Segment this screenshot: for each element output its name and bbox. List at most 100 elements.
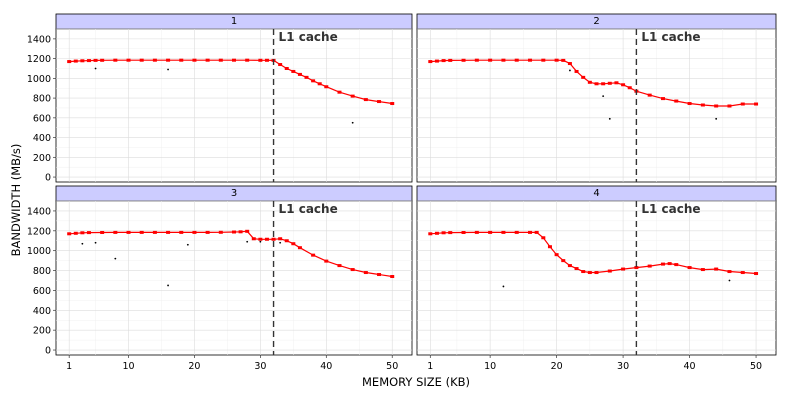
data-point (377, 273, 382, 277)
data-point (390, 102, 395, 106)
x-tick-label: 40 (320, 361, 332, 372)
data-point (126, 230, 131, 234)
data-point (607, 81, 612, 85)
x-axis-title: MEMORY SIZE (KB) (362, 375, 470, 389)
outlier-point (186, 243, 189, 246)
data-point (700, 268, 705, 272)
data-point (363, 271, 368, 275)
data-point (687, 266, 692, 270)
series-line-3 (69, 230, 393, 278)
outlier-point (81, 242, 84, 245)
data-point (501, 58, 506, 62)
data-point (166, 230, 171, 234)
data-point (554, 58, 559, 62)
y-axis-title: BANDWIDTH (MB/s) (9, 144, 23, 257)
outlier-point (608, 117, 611, 120)
data-point (714, 104, 719, 108)
data-point (561, 259, 566, 263)
data-point (514, 230, 519, 234)
data-point (501, 230, 506, 234)
data-point (567, 62, 572, 66)
data-point (554, 253, 559, 257)
data-point (93, 58, 98, 62)
y-tick-label: 1000 (27, 74, 51, 85)
data-point (428, 232, 433, 236)
facet-label-2: 2 (593, 16, 599, 27)
data-point (152, 230, 157, 234)
facet-label-1: 1 (231, 16, 237, 27)
data-point (152, 58, 157, 62)
outlier-point (114, 257, 117, 260)
data-point (647, 264, 652, 268)
data-point (324, 85, 329, 89)
data-point (448, 231, 453, 235)
data-point (674, 263, 679, 267)
data-point (324, 259, 329, 263)
data-point (674, 99, 679, 103)
data-point (621, 83, 626, 87)
data-point (297, 72, 302, 76)
data-point (258, 237, 263, 241)
data-point (614, 81, 619, 85)
data-point (232, 230, 236, 234)
data-point (621, 267, 626, 271)
data-point (337, 264, 342, 268)
x-tick-label: 20 (188, 361, 200, 372)
data-point (667, 262, 672, 266)
y-tick-label: 400 (33, 306, 51, 317)
plot-area-3 (55, 200, 413, 356)
data-point (350, 268, 355, 272)
facet-label-3: 3 (231, 188, 237, 199)
data-point (73, 231, 78, 235)
data-point (297, 246, 302, 250)
data-point (581, 270, 586, 274)
data-point (264, 58, 269, 62)
data-point (218, 58, 223, 62)
data-point (740, 271, 745, 275)
data-point (727, 270, 732, 274)
data-point (660, 262, 665, 266)
data-point (232, 58, 236, 62)
data-point (441, 59, 446, 63)
data-point (304, 75, 309, 79)
data-point (363, 98, 368, 102)
y-tick-label: 1200 (27, 54, 51, 65)
l1-cache-label: L1 cache (641, 30, 700, 44)
data-point (271, 237, 276, 241)
y-tick-label: 200 (33, 153, 51, 164)
outlier-point (602, 95, 605, 98)
data-point (100, 58, 105, 62)
l1-cache-label: L1 cache (279, 30, 338, 44)
y-tick-label: 400 (33, 133, 51, 144)
y-tick-label: 800 (33, 266, 51, 277)
outlier-point (94, 67, 97, 70)
x-tick-label: 30 (254, 361, 266, 372)
data-point (700, 103, 705, 107)
data-point (278, 237, 283, 241)
outlier-point (259, 240, 262, 243)
x-tick-label: 1 (427, 361, 433, 372)
data-point (113, 230, 118, 234)
data-point (218, 230, 223, 234)
data-point (192, 58, 197, 62)
data-point (238, 230, 243, 234)
plot-area-1 (55, 28, 413, 183)
data-point (311, 253, 316, 257)
data-point (284, 239, 289, 243)
data-point (139, 230, 144, 234)
data-point (179, 58, 184, 62)
x-tick-label: 50 (750, 361, 762, 372)
data-point (601, 82, 606, 86)
data-point (534, 230, 539, 234)
data-point (567, 264, 572, 268)
data-point (67, 60, 72, 64)
data-point (647, 93, 652, 97)
data-point (377, 100, 382, 104)
data-point (113, 58, 118, 62)
data-point (166, 58, 171, 62)
data-point (73, 59, 78, 63)
data-point (727, 104, 732, 108)
data-point (390, 275, 395, 279)
data-point (278, 63, 283, 67)
